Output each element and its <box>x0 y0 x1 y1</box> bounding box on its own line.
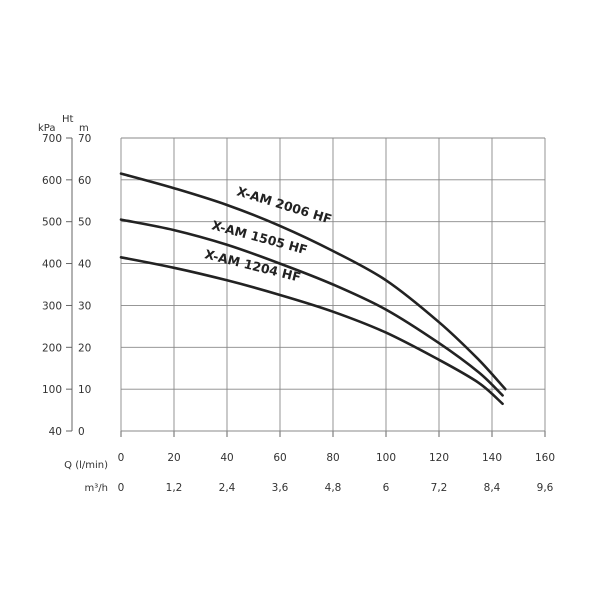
x-tick-label: 80 <box>326 452 339 464</box>
y-tick-label-m: 60 <box>78 175 91 187</box>
y-tick-label-kpa: 500 <box>42 217 62 229</box>
y-tick-label-m: 20 <box>78 342 91 354</box>
x-tick-label: 160 <box>535 452 555 464</box>
x-tick-label: 0 <box>118 452 125 464</box>
y-tick-label-kpa: 200 <box>42 342 62 354</box>
x2-tick-label: 9,6 <box>537 482 554 494</box>
y-tick-label-m: 40 <box>78 259 91 271</box>
x-tick-label: 120 <box>429 452 449 464</box>
x-tick-label: 20 <box>167 452 180 464</box>
kpa-unit-label: kPa <box>38 123 56 134</box>
y-tick-label-m: 0 <box>78 426 85 438</box>
y-tick-label-m: 50 <box>78 217 91 229</box>
x-tick-label: 60 <box>273 452 286 464</box>
x-axis-label-flow: Q (l/min) <box>64 460 108 471</box>
y-tick-label-kpa: 700 <box>42 133 62 145</box>
x-tick-label: 140 <box>482 452 502 464</box>
y-tick-label-kpa: 400 <box>42 259 62 271</box>
x2-tick-label: 3,6 <box>272 482 289 494</box>
y-tick-label-kpa: 600 <box>42 175 62 187</box>
series-label-x-am-2006-hf: X-AM 2006 HF <box>235 184 334 227</box>
x-tick-label: 40 <box>220 452 233 464</box>
x2-tick-label: 2,4 <box>219 482 236 494</box>
x2-tick-label: 0 <box>118 482 125 494</box>
x2-tick-label: 6 <box>383 482 390 494</box>
ht-unit-label: Ht <box>62 114 74 125</box>
tick-labels: 00201,2402,4603,6804,810061207,21408,416… <box>42 133 555 494</box>
curves <box>119 172 507 406</box>
x2-tick-label: 4,8 <box>325 482 342 494</box>
x2-tick-label: 8,4 <box>484 482 501 494</box>
curve-x-am-1505-hf <box>119 218 504 397</box>
y-tick-label-m: 70 <box>78 133 91 145</box>
x-axis-label-m3h: m³/h <box>85 483 108 494</box>
y-tick-label-m: 10 <box>78 384 91 396</box>
y-tick-label-m: 30 <box>78 300 91 312</box>
x2-tick-label: 1,2 <box>166 482 183 494</box>
m-unit-label: m <box>79 123 89 134</box>
y-tick-label-kpa: 40 <box>49 426 62 438</box>
curve-x-am-1204-hf <box>119 256 504 406</box>
y-tick-label-kpa: 100 <box>42 384 62 396</box>
curve-x-am-2006-hf <box>119 172 507 391</box>
x2-tick-label: 7,2 <box>431 482 448 494</box>
x-tick-label: 100 <box>376 452 396 464</box>
grid <box>66 137 546 437</box>
y-tick-label-kpa: 300 <box>42 300 62 312</box>
